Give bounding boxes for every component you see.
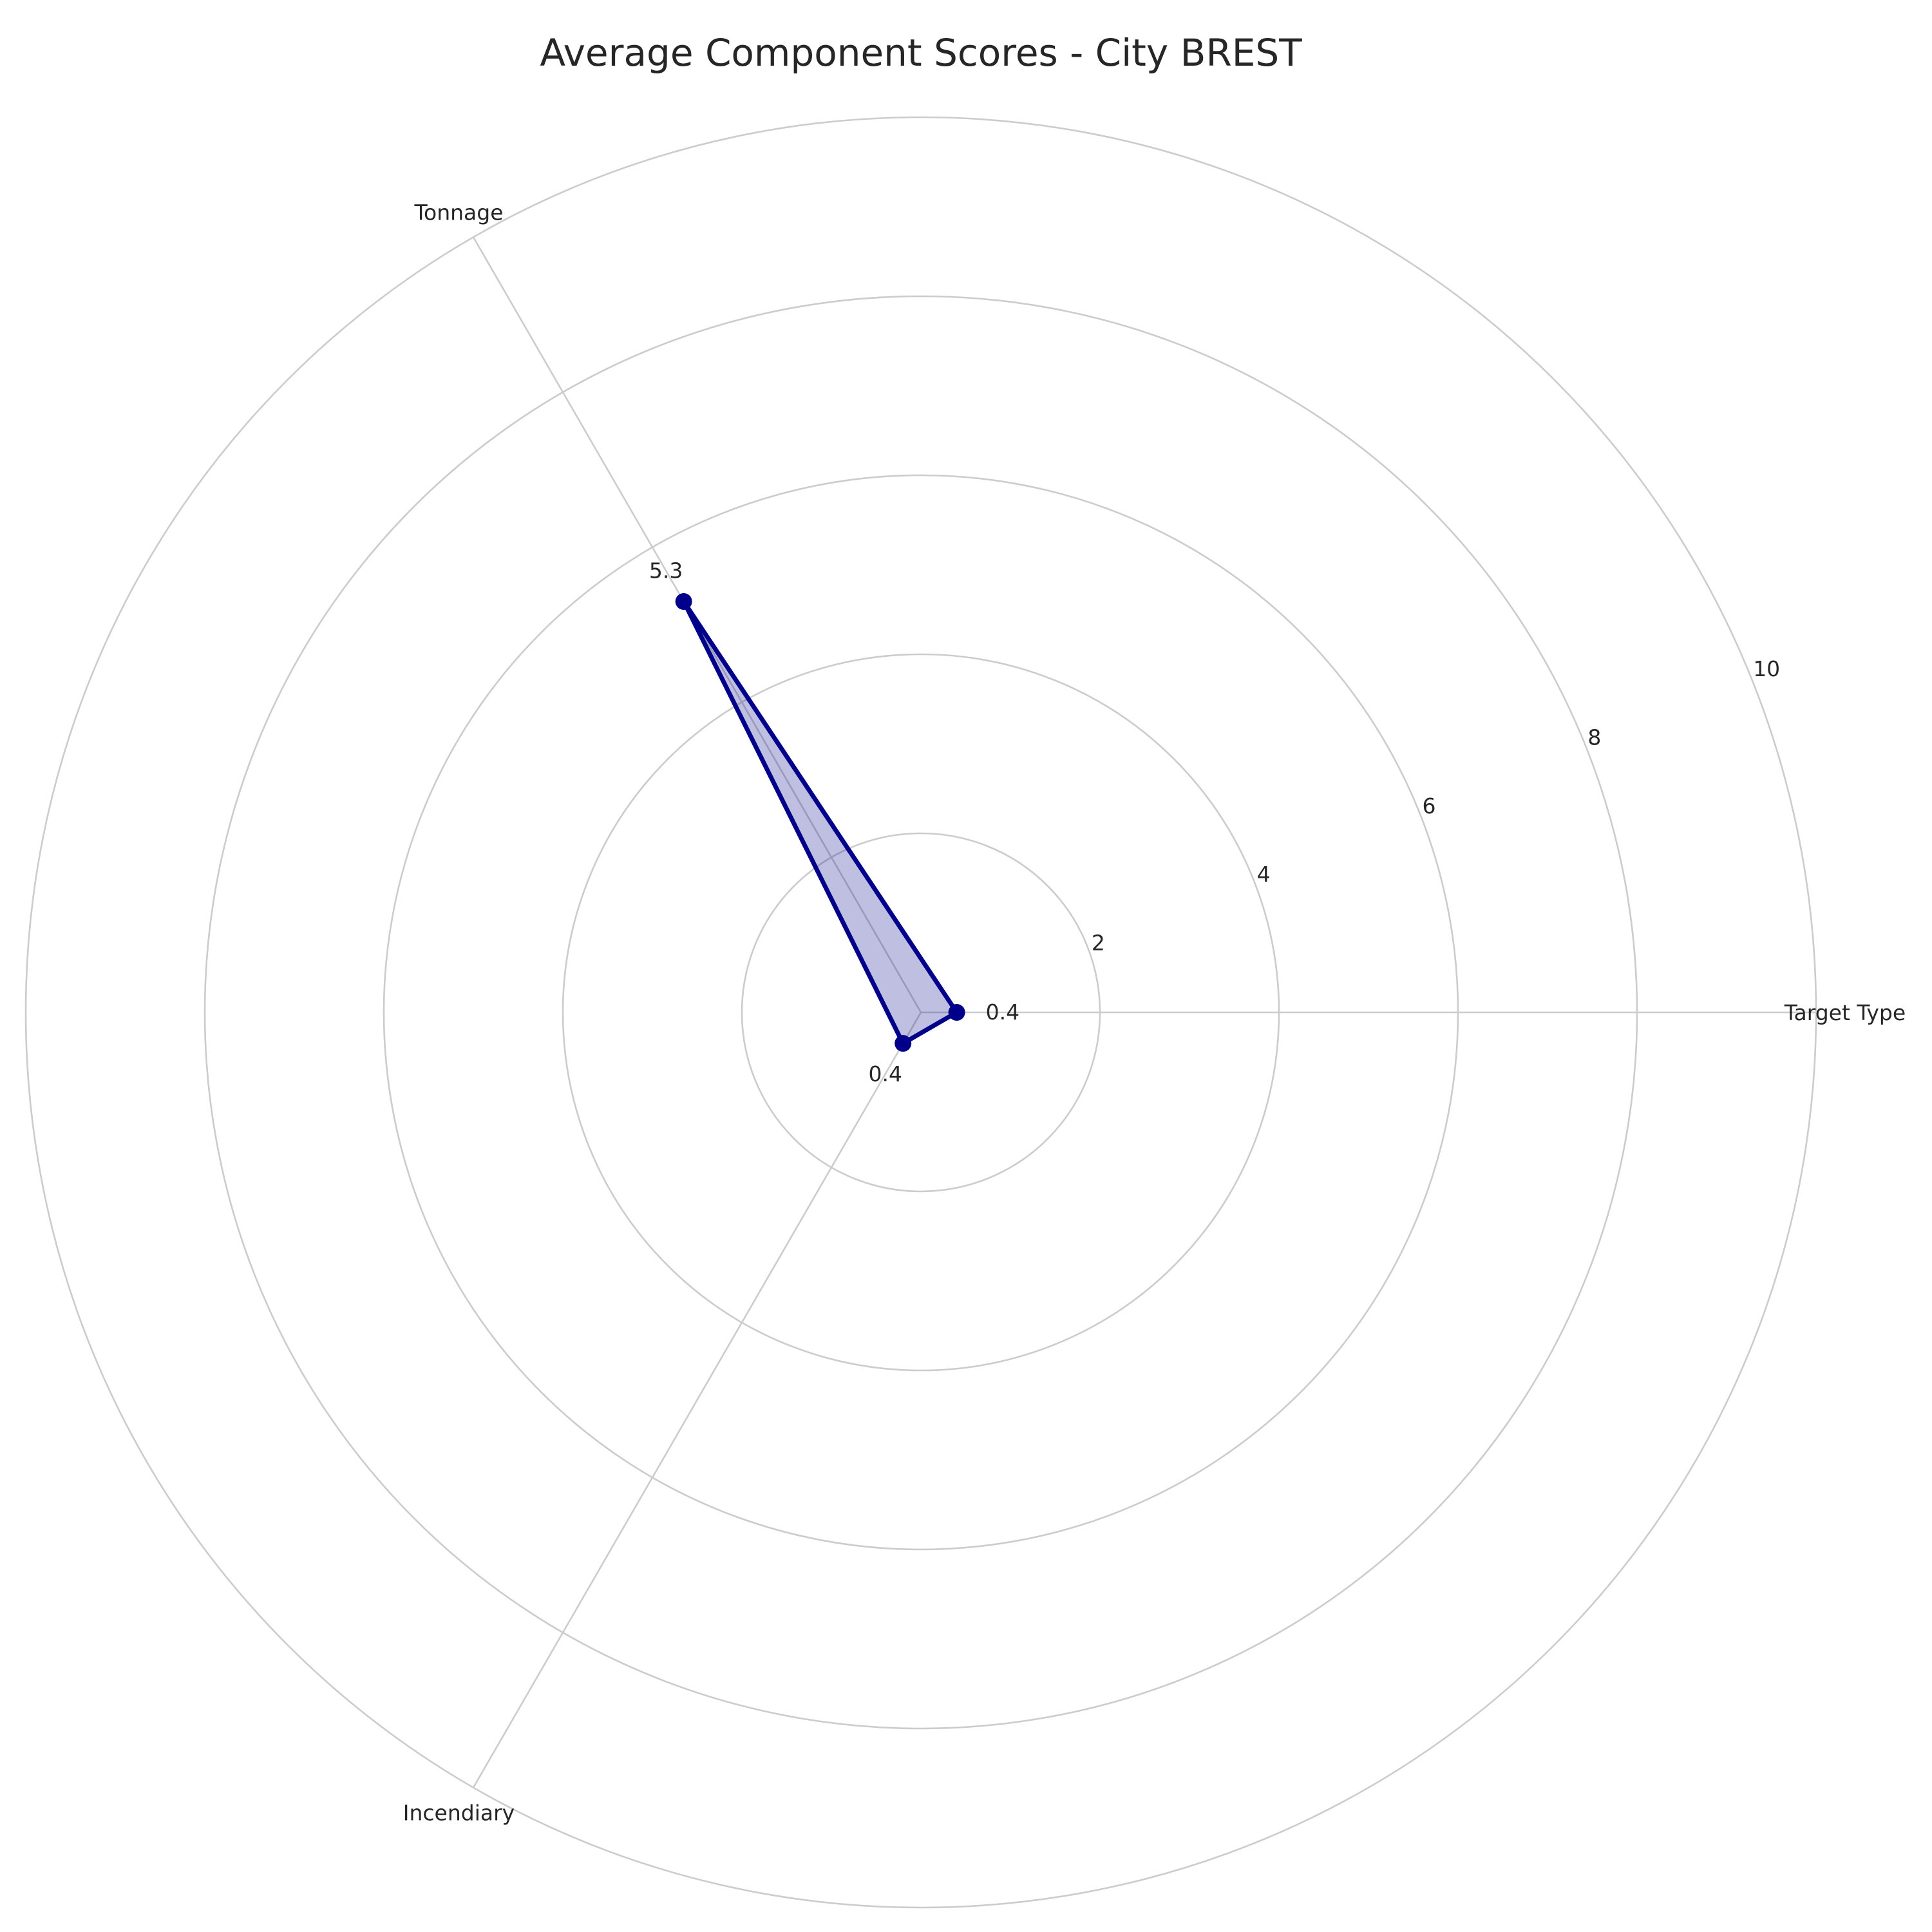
r-tick-label: 2 xyxy=(1092,931,1105,956)
category-label-incendiary: Incendiary xyxy=(403,1801,515,1826)
data-label-incendiary: 0.4 xyxy=(868,1061,902,1086)
data-series: 0.4 5.3 0.4 xyxy=(649,558,1019,1086)
category-label-target-type: Target Type xyxy=(1784,1000,1906,1025)
series-area xyxy=(683,601,957,1044)
data-point-incendiary xyxy=(895,1035,912,1052)
category-labels: Target Type Tonnage Incendiary xyxy=(403,200,1906,1825)
chart-title: Average Component Scores - City BREST xyxy=(540,31,1302,75)
angular-axes xyxy=(472,236,1816,1788)
data-point-tonnage xyxy=(675,592,692,610)
data-point-target-type xyxy=(948,1004,965,1021)
series-line xyxy=(681,599,960,1046)
data-label-target-type: 0.4 xyxy=(986,999,1019,1025)
data-label-tonnage: 5.3 xyxy=(649,558,683,583)
r-tick-label: 6 xyxy=(1423,793,1436,819)
category-label-tonnage: Tonnage xyxy=(413,200,503,225)
r-tick-label: 10 xyxy=(1753,656,1780,681)
radial-tick-labels: 2 4 6 8 10 xyxy=(1092,656,1780,956)
r-tick-label: 8 xyxy=(1587,724,1601,750)
spoke-incendiary xyxy=(472,1012,922,1788)
r-tick-label: 4 xyxy=(1257,862,1271,887)
